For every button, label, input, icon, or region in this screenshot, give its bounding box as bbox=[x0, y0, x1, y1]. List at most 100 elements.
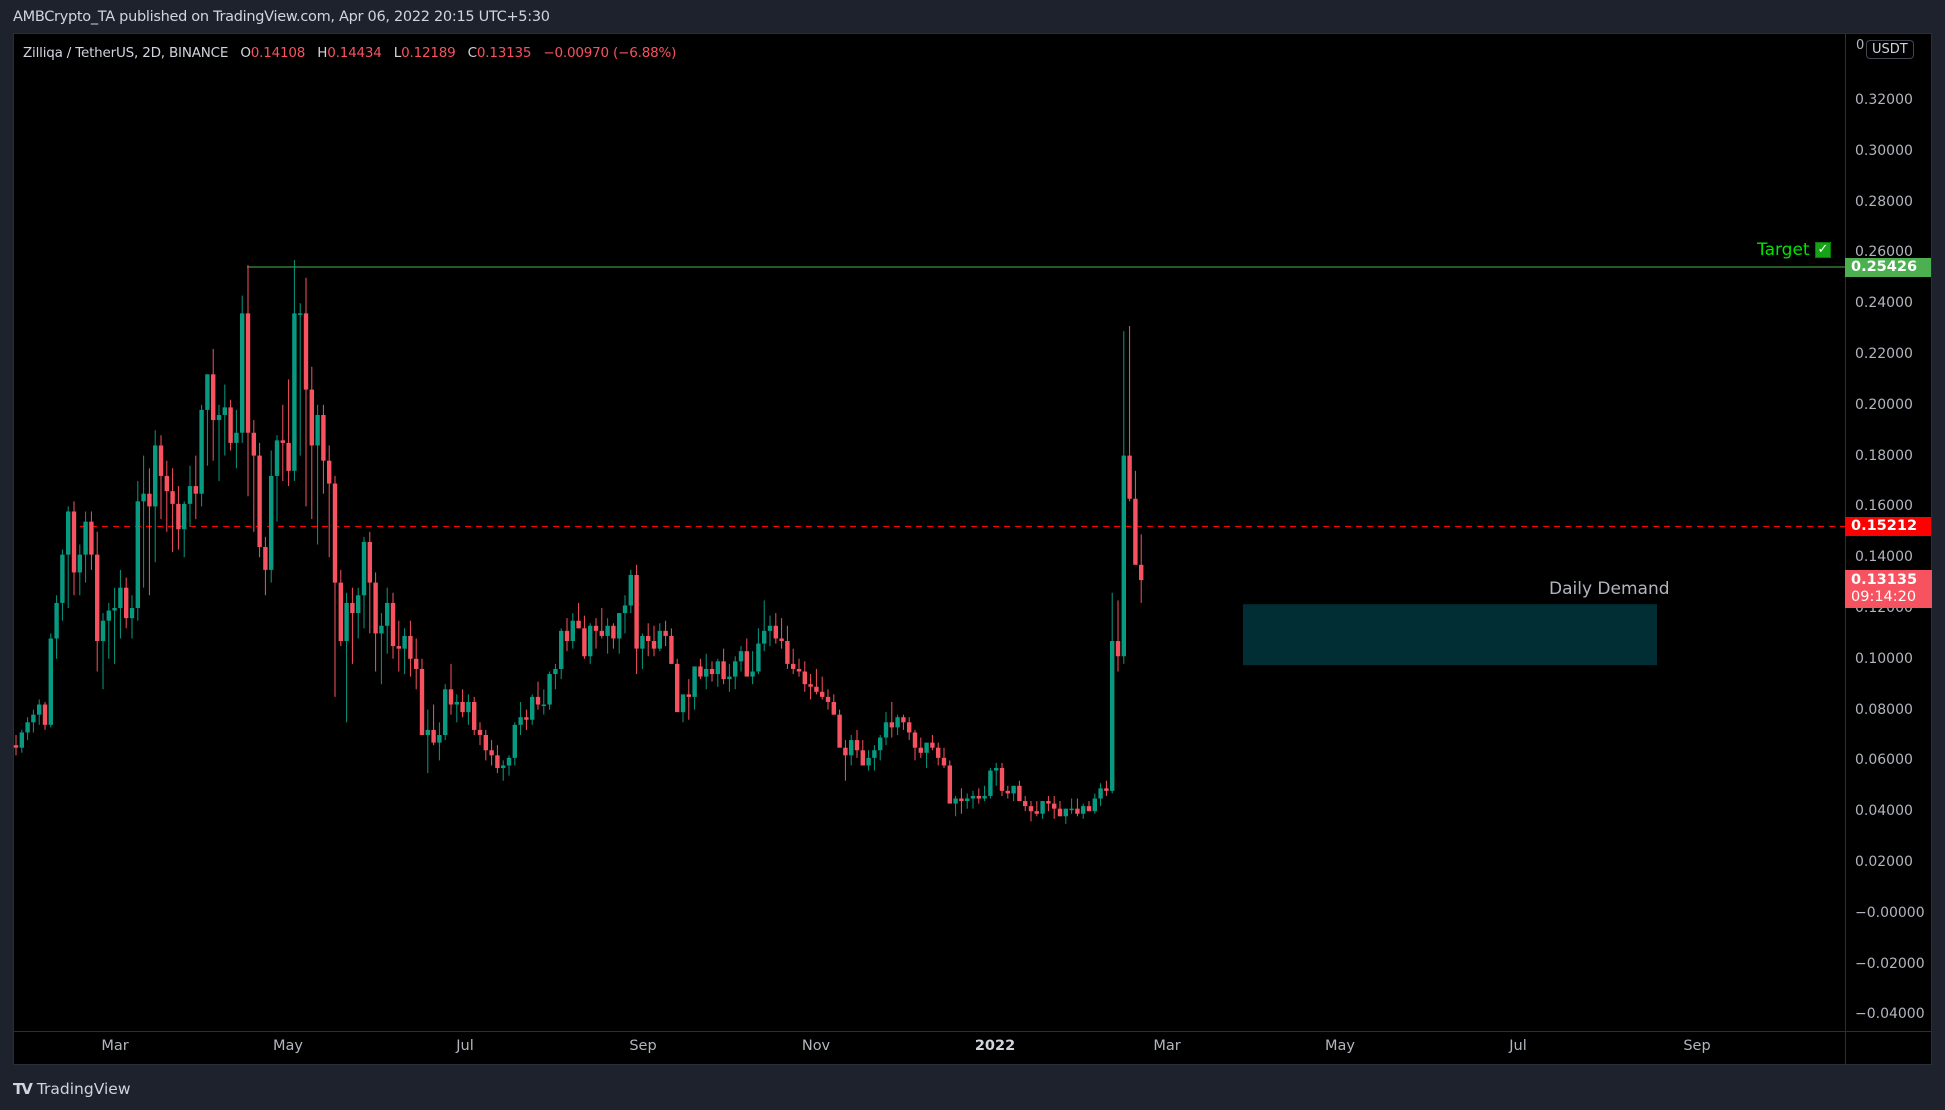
candle[interactable] bbox=[686, 679, 691, 720]
candle[interactable] bbox=[791, 648, 796, 675]
candle[interactable] bbox=[912, 729, 918, 761]
candle[interactable] bbox=[820, 676, 825, 700]
candle[interactable] bbox=[222, 384, 227, 456]
candle[interactable] bbox=[129, 595, 135, 639]
candle[interactable] bbox=[843, 740, 848, 781]
candle[interactable] bbox=[1034, 801, 1039, 817]
candle[interactable] bbox=[657, 623, 662, 652]
candle[interactable] bbox=[112, 587, 117, 664]
candle[interactable] bbox=[936, 742, 941, 766]
candle[interactable] bbox=[280, 404, 285, 481]
candle[interactable] bbox=[472, 696, 477, 735]
candle[interactable] bbox=[443, 684, 448, 741]
candle[interactable] bbox=[350, 587, 355, 664]
candle[interactable] bbox=[837, 709, 842, 748]
candle[interactable] bbox=[1086, 801, 1092, 812]
candle[interactable] bbox=[570, 613, 575, 649]
candle[interactable] bbox=[390, 592, 396, 659]
candle[interactable] bbox=[854, 729, 860, 758]
candle[interactable] bbox=[1069, 798, 1074, 814]
candle[interactable] bbox=[669, 628, 674, 664]
candle[interactable] bbox=[675, 658, 680, 713]
candle[interactable] bbox=[593, 618, 599, 649]
candle[interactable] bbox=[205, 374, 210, 466]
candle[interactable] bbox=[889, 701, 894, 738]
candle[interactable] bbox=[118, 569, 123, 639]
candle[interactable] bbox=[42, 701, 48, 730]
candle[interactable] bbox=[1104, 780, 1109, 796]
candle[interactable] bbox=[211, 348, 216, 461]
candle[interactable] bbox=[617, 613, 622, 654]
candle[interactable] bbox=[640, 633, 645, 669]
candle[interactable] bbox=[1046, 795, 1051, 812]
candle[interactable] bbox=[216, 404, 222, 481]
candle[interactable] bbox=[477, 722, 483, 746]
candle[interactable] bbox=[953, 795, 958, 817]
candle[interactable] bbox=[924, 742, 929, 769]
candle[interactable] bbox=[802, 661, 807, 692]
candle[interactable] bbox=[831, 694, 836, 715]
candle[interactable] bbox=[1075, 798, 1080, 817]
candle[interactable] bbox=[559, 628, 564, 680]
candle[interactable] bbox=[164, 460, 169, 532]
candle[interactable] bbox=[385, 587, 390, 654]
candle[interactable] bbox=[547, 671, 552, 710]
candle[interactable] bbox=[489, 740, 494, 766]
candle[interactable] bbox=[37, 699, 42, 725]
candle[interactable] bbox=[1110, 592, 1115, 794]
candle[interactable] bbox=[367, 531, 372, 634]
candle[interactable] bbox=[495, 745, 500, 774]
candle[interactable] bbox=[1139, 534, 1144, 603]
candle[interactable] bbox=[193, 455, 198, 520]
candle[interactable] bbox=[599, 608, 604, 639]
candle[interactable] bbox=[698, 658, 703, 680]
candle[interactable] bbox=[338, 569, 343, 647]
candle[interactable] bbox=[976, 788, 981, 804]
candle[interactable] bbox=[95, 531, 100, 672]
candle[interactable] bbox=[709, 661, 715, 682]
candle[interactable] bbox=[431, 704, 436, 746]
candle[interactable] bbox=[286, 379, 291, 487]
daily-demand-annotation[interactable]: Daily Demand bbox=[1549, 579, 1670, 599]
candle[interactable] bbox=[1121, 331, 1126, 664]
candle[interactable] bbox=[715, 658, 720, 687]
candle[interactable] bbox=[414, 638, 419, 690]
candle[interactable] bbox=[408, 620, 413, 677]
candle[interactable] bbox=[773, 613, 778, 644]
candle[interactable] bbox=[965, 793, 970, 809]
candle[interactable] bbox=[501, 760, 506, 781]
candle[interactable] bbox=[170, 468, 175, 553]
candle[interactable] bbox=[448, 663, 454, 715]
candle[interactable] bbox=[994, 762, 999, 786]
candle[interactable] bbox=[419, 658, 425, 735]
candle[interactable] bbox=[721, 648, 726, 685]
candle[interactable] bbox=[982, 785, 987, 802]
candle[interactable] bbox=[361, 536, 367, 629]
candle[interactable] bbox=[321, 404, 326, 494]
candle[interactable] bbox=[518, 701, 523, 735]
candle[interactable] bbox=[77, 544, 82, 596]
candle[interactable] bbox=[663, 620, 668, 647]
candle[interactable] bbox=[808, 674, 813, 700]
candle[interactable] bbox=[680, 694, 686, 723]
candle[interactable] bbox=[744, 638, 749, 677]
candle[interactable] bbox=[622, 595, 628, 634]
candle[interactable] bbox=[988, 768, 993, 799]
candle[interactable] bbox=[959, 788, 964, 814]
candle[interactable] bbox=[576, 602, 581, 629]
candle[interactable] bbox=[153, 430, 158, 563]
candle[interactable] bbox=[1052, 795, 1057, 819]
candle[interactable] bbox=[199, 404, 204, 507]
candle[interactable] bbox=[947, 760, 952, 804]
candle[interactable] bbox=[89, 511, 94, 570]
candle[interactable] bbox=[541, 689, 546, 715]
candle[interactable] bbox=[263, 536, 268, 596]
candle[interactable] bbox=[460, 689, 465, 718]
candle[interactable] bbox=[13, 735, 19, 756]
candle[interactable] bbox=[251, 420, 256, 532]
candle[interactable] bbox=[588, 623, 593, 664]
candle[interactable] bbox=[274, 435, 280, 522]
candle[interactable] bbox=[785, 625, 790, 669]
candle[interactable] bbox=[373, 572, 378, 672]
candle[interactable] bbox=[907, 717, 912, 741]
